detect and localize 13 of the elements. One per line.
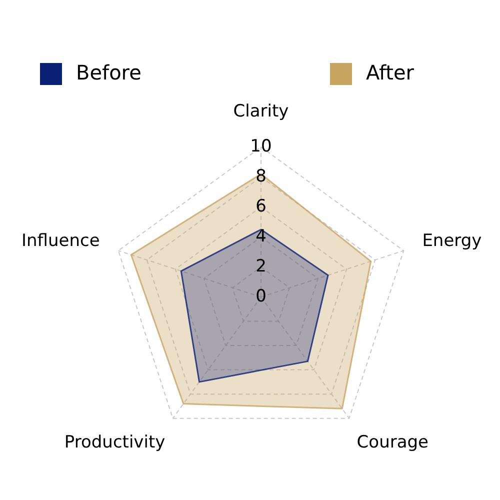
spoke-label: Energy: [422, 231, 482, 252]
y-tick-label: 6: [256, 196, 266, 217]
spoke-label: Productivity: [64, 432, 166, 452]
legend-label: Before: [76, 60, 142, 84]
spoke-label: Clarity: [233, 102, 289, 122]
y-tick-label: 2: [256, 256, 266, 277]
spoke-label: Influence: [21, 231, 100, 252]
y-tick-label: 0: [256, 286, 266, 307]
y-tick-label: 10: [250, 136, 272, 157]
y-tick-label: 8: [256, 166, 266, 187]
legend-label: After: [366, 60, 415, 84]
y-tick-label: 4: [256, 226, 266, 247]
spoke-label: Courage: [356, 432, 429, 452]
